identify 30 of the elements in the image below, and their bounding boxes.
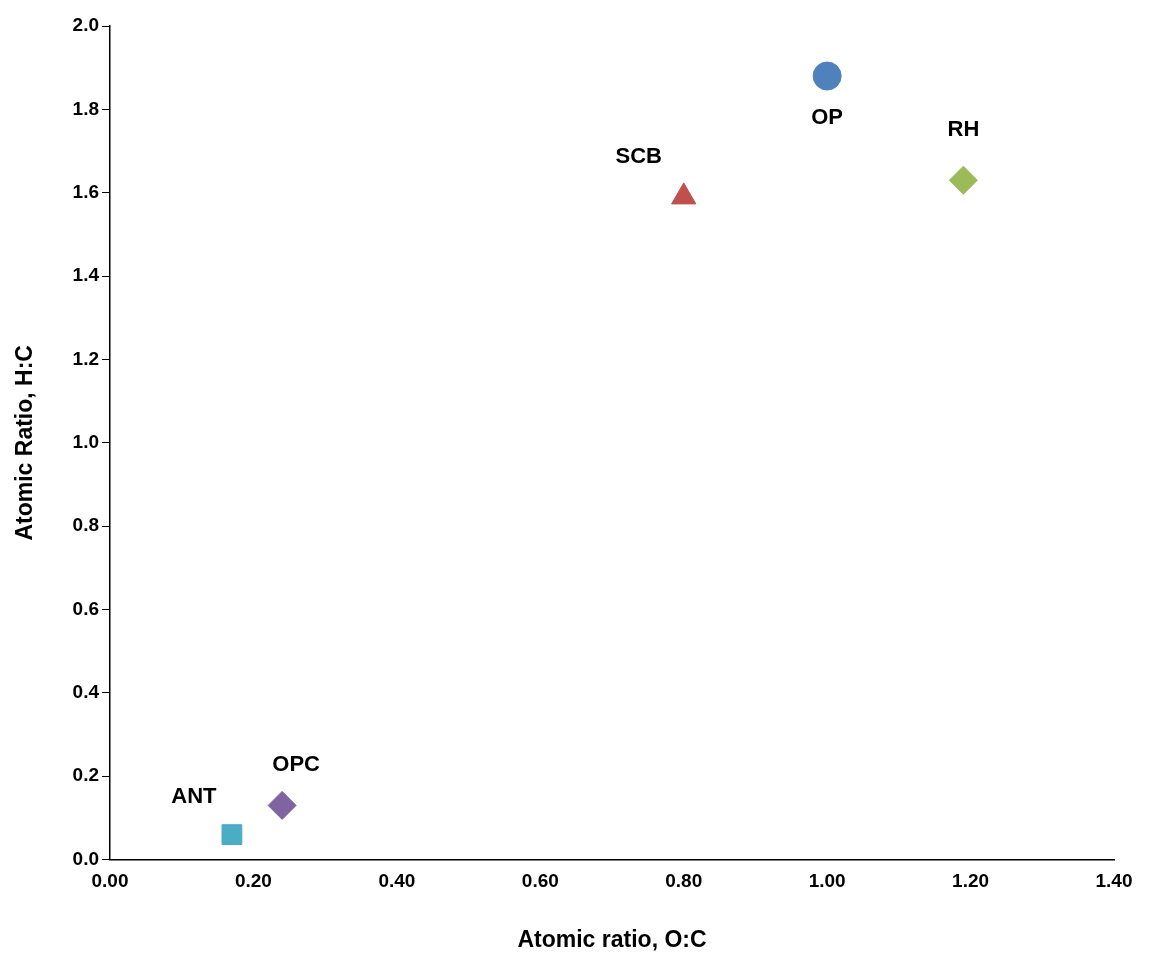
series-label: RH [947, 116, 980, 142]
point [948, 165, 978, 195]
series-label: OPC [272, 751, 321, 777]
y-tick-label: 2.0 [72, 14, 100, 36]
y-tick-label: 1.8 [72, 97, 100, 119]
x-tick-label: 0.80 [665, 870, 703, 892]
y-tick-label: 1.6 [72, 180, 100, 202]
y-tick-label: 0.0 [72, 847, 100, 869]
point [267, 790, 297, 820]
y-tick-label: 0.4 [72, 681, 100, 703]
x-tick-label: 1.40 [1095, 870, 1133, 892]
y-axis-title: Atomic Ratio, H:C [11, 345, 38, 541]
series-label: SCB [615, 142, 662, 168]
x-tick-label: 0.20 [234, 870, 272, 892]
y-tick-label: 0.8 [72, 514, 100, 536]
series-label: ANT [171, 782, 218, 808]
y-tick-label: 1.2 [72, 347, 100, 369]
x-tick-label: 0.60 [521, 870, 559, 892]
x-tick-label: 0.00 [91, 870, 129, 892]
point [812, 61, 842, 91]
x-tick-label: 1.00 [808, 870, 846, 892]
y-tick-label: 1.0 [72, 431, 100, 453]
x-tick-label: 1.20 [952, 870, 990, 892]
y-tick-label: 0.2 [72, 764, 100, 786]
x-axis-title: Atomic ratio, O:C [517, 925, 707, 952]
series-label: OP [811, 104, 844, 130]
y-tick-label: 1.4 [72, 264, 100, 286]
y-tick-label: 0.6 [72, 597, 100, 619]
x-tick-label: 0.40 [378, 870, 416, 892]
point [221, 824, 243, 845]
